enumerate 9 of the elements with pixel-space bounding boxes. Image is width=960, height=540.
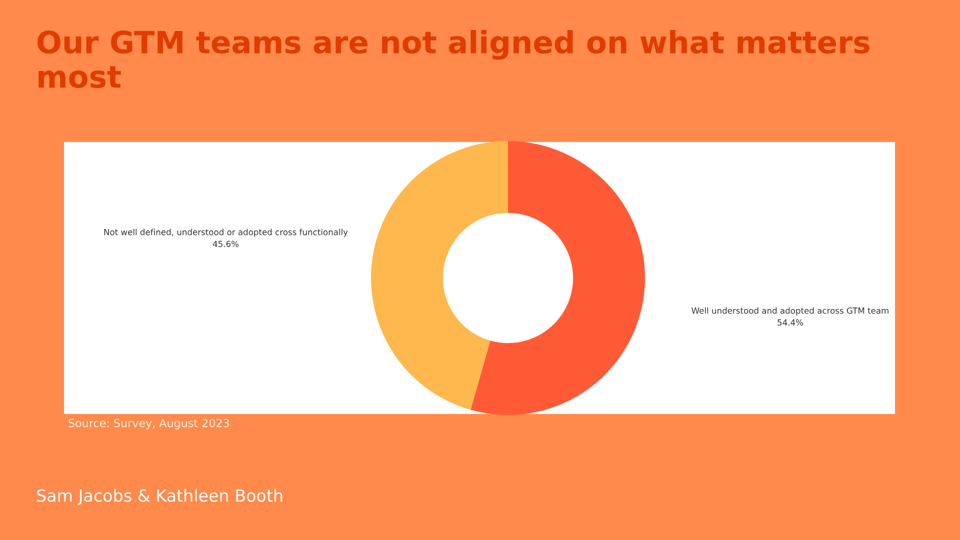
data-label: 54.4%	[778, 319, 804, 326]
donut-slice	[470, 141, 645, 415]
slice-label: Not well defined, understood or adopted cross functionally	[104, 228, 348, 237]
data-label: 45.6%	[212, 240, 239, 248]
donut-slice	[371, 141, 508, 410]
source-note: Source: Survey, August 2023	[68, 418, 229, 430]
text: Sam Jacobs & Kathleen Booth	[37, 488, 282, 505]
chart-title: Our GTM teams are not aligned on what matters most	[38, 30, 870, 88]
slice-label: Well understood and adopted across GTM team	[692, 307, 888, 316]
